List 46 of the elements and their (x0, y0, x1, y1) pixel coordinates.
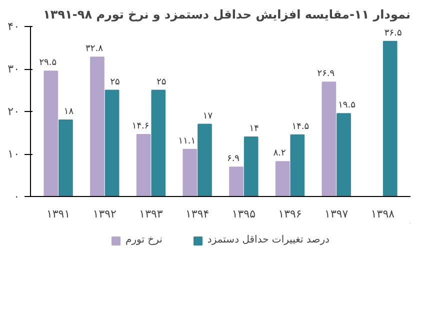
x-tick-label: ۱۳۹۲ (92, 208, 117, 220)
data-label: ۲۵ (156, 77, 166, 88)
bar (244, 136, 258, 196)
bar (151, 90, 166, 196)
data-label: ۱۴.۵ (292, 122, 310, 132)
legend-label: نرخ تورم (126, 234, 162, 246)
data-label: ۱۴.۶ (132, 121, 150, 132)
y-tick-label: ۲۰ (8, 105, 20, 118)
y-tick-label: ۳۰ (8, 62, 20, 76)
data-label: ۱۹.۵ (338, 100, 356, 111)
data-label: ۱۴ (249, 124, 260, 134)
x-tick-label: ۱۳۹۱ (46, 208, 70, 220)
data-label: ۲۶.۹ (317, 69, 335, 80)
bar (336, 113, 351, 196)
data-label: ۱۱.۱ (178, 136, 196, 146)
legend-label: درصد تغییرات حداقل دستمزد (207, 234, 330, 246)
x-tick-label: ۱۳۹۴ (186, 208, 210, 220)
bar (198, 124, 212, 196)
bar (104, 90, 120, 196)
bar (382, 40, 398, 196)
data-label: ۱۸ (64, 107, 74, 117)
y-tick-label: ۱۰ (8, 148, 20, 160)
x-tick-label: ۱۳۹۷ (324, 208, 348, 220)
data-label: ۸.۲ (273, 148, 286, 159)
data-label: ۳۶.۵ (384, 28, 402, 38)
bar (136, 134, 151, 196)
bar (44, 70, 58, 196)
x-tick-label: ۱۳۹۳ (139, 208, 163, 220)
data-label: ۶.۹ (226, 154, 240, 164)
bar (229, 166, 244, 196)
bar (58, 120, 73, 196)
y-tick-label: ۴۰ (8, 20, 20, 33)
x-tick-label: ۱۳۹۵ (232, 208, 256, 220)
bar (275, 161, 290, 196)
bar (182, 148, 198, 196)
x-tick-label: ۱۳۹۶ (278, 208, 302, 220)
data-label: ۲۹.۵ (39, 58, 57, 68)
data-label: ۲۵ (110, 77, 120, 88)
bar (290, 134, 305, 196)
data-label: ۳۲.۸ (86, 44, 104, 54)
bar (322, 82, 336, 196)
x-tick-label: ۱۳۹۸ (370, 208, 395, 220)
y-tick-label: ۰ (14, 190, 20, 203)
chart-title: نمودار ۱۱-مقایسه افزایش حداقل دستمزد و نرخ تورم ۹۸-۱۳۹۱ (43, 8, 411, 22)
bar (90, 56, 104, 196)
data-label: ۱۷ (202, 111, 213, 122)
